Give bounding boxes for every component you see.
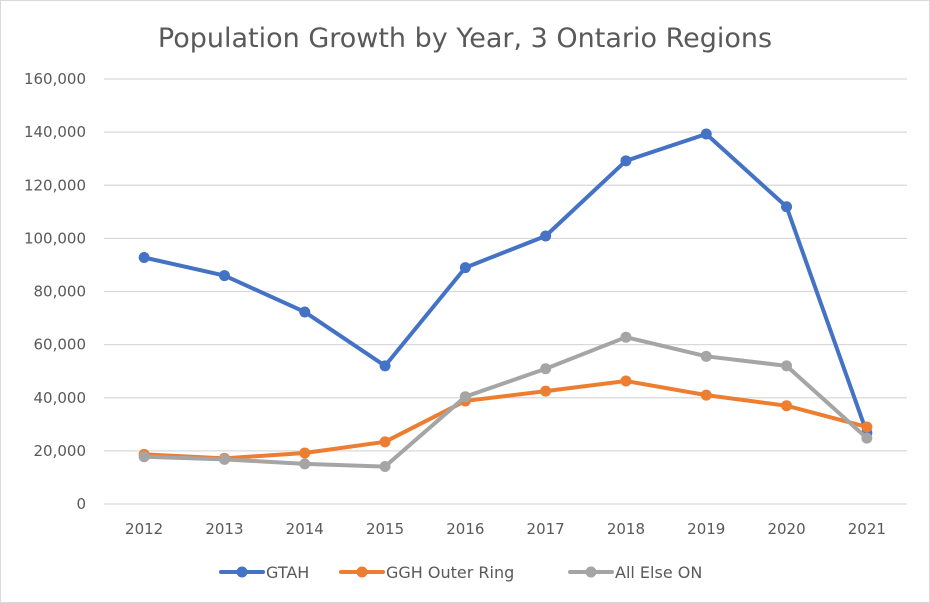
data-point [781,360,793,372]
data-point [459,262,471,274]
x-tick-label: 2017 [527,520,565,538]
data-point [700,389,712,401]
data-point [620,331,632,343]
series-all-else-on [138,331,873,473]
data-point [540,385,552,397]
y-tick-label: 20,000 [34,442,87,460]
legend-item: All Else ON [568,563,702,582]
data-point [861,432,873,444]
data-point [138,451,150,463]
series-line [142,131,869,435]
y-tick-label: 80,000 [34,283,87,301]
series-line [142,335,869,469]
x-tick-label: 2014 [286,520,324,538]
data-point [379,461,391,473]
data-point [459,391,471,403]
x-tick-label: 2020 [767,520,805,538]
data-point [299,458,311,470]
y-tick-label: 160,000 [24,70,86,88]
y-tick-label: 40,000 [34,389,87,407]
data-point [138,252,150,263]
x-tick-label: 2018 [607,520,645,538]
data-point [218,453,230,465]
legend-swatch-marker [585,566,597,578]
series-lines [138,128,873,473]
y-tick-label: 0 [76,495,86,513]
data-point [781,201,793,213]
series-gtah [138,128,873,439]
data-point [861,421,873,433]
data-point [781,400,793,412]
legend-label: GTAH [266,563,309,582]
data-point [379,360,391,372]
legend-swatch-marker [236,566,248,578]
legend-swatch-marker [356,566,368,578]
y-tick-label: 60,000 [34,336,87,354]
data-point [299,306,311,318]
x-tick-label: 2013 [205,520,243,538]
data-point [540,230,552,242]
y-tick-label: 120,000 [24,176,86,194]
y-tick-label: 100,000 [24,229,86,247]
data-point [218,270,230,282]
x-tick-label: 2019 [687,520,725,538]
y-tick-label: 140,000 [24,123,86,141]
gridlines [104,78,907,505]
x-tick-label: 2016 [446,520,484,538]
y-axis-ticks: 0 20,000 40,000 60,000 80,000 100,000 120,000 1… [24,70,86,513]
data-point [299,447,311,459]
data-point [620,155,632,167]
legend-item: GTAH [219,563,309,582]
legend-label: All Else ON [615,563,702,582]
chart-title: Population Growth by Year, 3 Ontario Reg… [158,23,772,54]
data-point [540,363,552,375]
data-point [379,436,391,448]
x-tick-label: 2012 [125,520,163,538]
data-point [620,375,632,387]
data-point [700,350,712,362]
x-axis-ticks: 2012 2013 2014 2015 2016 2017 2018 2019 2020 2021 [125,520,886,538]
legend: GTAH GGH Outer Ring All Else ON [219,563,702,582]
x-tick-label: 2021 [848,520,886,538]
legend-label: GGH Outer Ring [386,563,514,582]
x-tick-label: 2015 [366,520,404,538]
data-point [700,128,712,140]
legend-item: GGH Outer Ring [339,563,514,582]
series-line [142,379,869,461]
